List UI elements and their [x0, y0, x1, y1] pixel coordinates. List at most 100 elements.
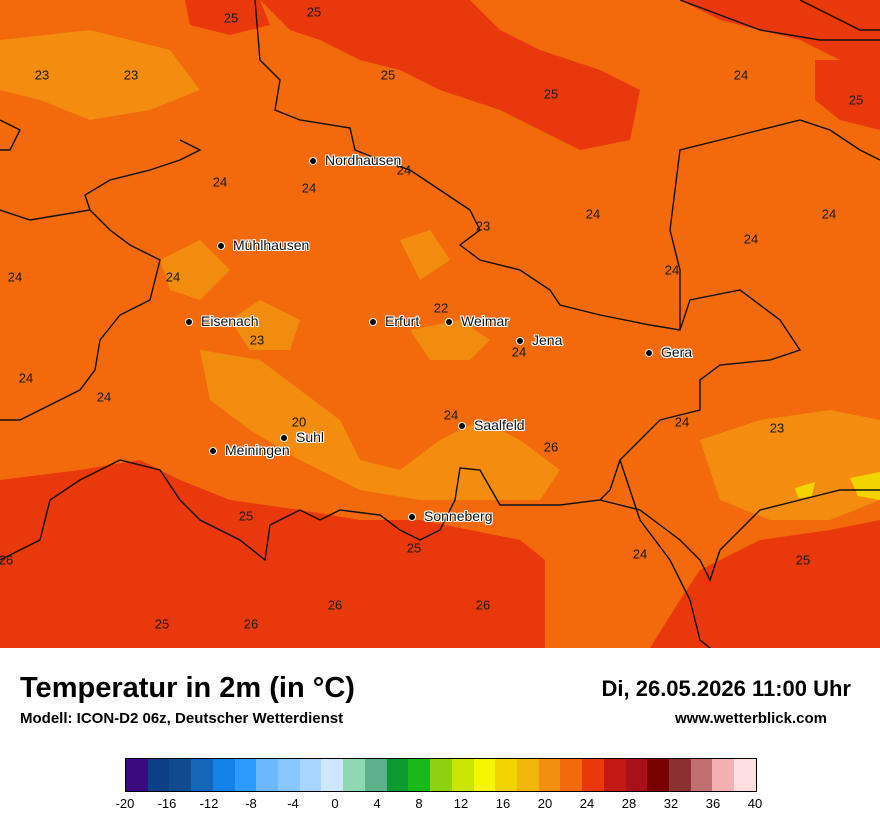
city-marker-gera — [645, 349, 653, 357]
city-marker-muehlhausen — [217, 242, 225, 250]
temp-value: 23 — [770, 421, 784, 436]
legend-tick-label: 16 — [496, 796, 510, 811]
city-marker-erfurt — [369, 318, 377, 326]
legend-swatch — [647, 759, 669, 791]
legend-swatch — [669, 759, 691, 791]
forecast-datetime: Di, 26.05.2026 11:00 Uhr — [602, 676, 852, 702]
temp-value: 25 — [307, 5, 321, 20]
temp-value: 24 — [586, 207, 600, 222]
map-canvas — [0, 0, 880, 648]
temp-value: 26 — [476, 598, 490, 613]
city-marker-sonneberg — [408, 513, 416, 521]
city-label-meiningen: Meiningen — [225, 442, 290, 458]
legend-swatch — [343, 759, 365, 791]
legend-tick-label: 20 — [538, 796, 552, 811]
legend-tick-label: 40 — [748, 796, 762, 811]
temp-value: 20 — [292, 415, 306, 430]
city-marker-nordhausen — [309, 157, 317, 165]
temp-value: 25 — [381, 68, 395, 83]
temp-value: 22 — [434, 301, 448, 316]
temp-value: 24 — [822, 207, 836, 222]
temp-value: 26 — [0, 553, 13, 568]
legend-swatch — [430, 759, 452, 791]
temp-value: 24 — [8, 270, 22, 285]
temperature-map: 25 25 23 23 25 24 25 25 24 24 24 24 23 2… — [0, 0, 880, 648]
legend-swatch — [213, 759, 235, 791]
legend-swatch — [539, 759, 561, 791]
temp-value: 24 — [19, 371, 33, 386]
legend-swatch — [495, 759, 517, 791]
legend-tick-label: -12 — [200, 796, 219, 811]
legend-tick-label: 36 — [706, 796, 720, 811]
temp-value: 25 — [155, 617, 169, 632]
temp-value: 24 — [675, 415, 689, 430]
legend-tick-label: -16 — [158, 796, 177, 811]
city-label-suhl: Suhl — [296, 429, 324, 445]
legend-swatch — [365, 759, 387, 791]
city-marker-suhl — [280, 434, 288, 442]
temp-value: 24 — [444, 408, 458, 423]
legend-swatch — [408, 759, 430, 791]
city-label-weimar: Weimar — [461, 313, 509, 329]
temp-value: 24 — [734, 68, 748, 83]
legend-swatch — [691, 759, 713, 791]
city-label-eisenach: Eisenach — [201, 313, 259, 329]
legend-tick-label: -4 — [287, 796, 299, 811]
legend-tick-label: 4 — [373, 796, 380, 811]
legend-tick-label: 24 — [580, 796, 594, 811]
temp-value: 24 — [633, 547, 647, 562]
legend-swatch — [582, 759, 604, 791]
temp-value: 23 — [476, 219, 490, 234]
legend-swatch — [256, 759, 278, 791]
website-link[interactable]: www.wetterblick.com — [675, 710, 827, 727]
city-marker-eisenach — [185, 318, 193, 326]
map-title: Temperatur in 2m (in °C) — [20, 672, 355, 705]
legend-tick-label: -8 — [245, 796, 257, 811]
legend-swatch — [452, 759, 474, 791]
legend-swatch — [321, 759, 343, 791]
cool-zones — [0, 30, 880, 520]
city-marker-meiningen — [209, 447, 217, 455]
legend-swatch — [191, 759, 213, 791]
temp-value: 25 — [407, 541, 421, 556]
city-label-gera: Gera — [661, 344, 692, 360]
temp-value: 26 — [328, 598, 342, 613]
temp-value: 26 — [244, 617, 258, 632]
legend-tick-label: -20 — [116, 796, 135, 811]
legend-tick-label: 12 — [454, 796, 468, 811]
city-label-erfurt: Erfurt — [385, 313, 419, 329]
legend-swatch — [734, 759, 756, 791]
temp-value: 24 — [744, 232, 758, 247]
city-marker-weimar — [445, 318, 453, 326]
legend-swatch — [148, 759, 170, 791]
city-label-saalfeld: Saalfeld — [474, 417, 525, 433]
temp-value: 26 — [544, 440, 558, 455]
legend-swatch — [517, 759, 539, 791]
temp-value: 24 — [166, 270, 180, 285]
legend-swatch — [169, 759, 191, 791]
city-marker-jena — [516, 337, 524, 345]
temp-value: 25 — [224, 11, 238, 26]
temp-value: 25 — [239, 509, 253, 524]
legend-swatch — [235, 759, 257, 791]
temp-value: 24 — [213, 175, 227, 190]
legend-swatch — [126, 759, 148, 791]
color-scale-legend — [125, 758, 757, 792]
city-marker-saalfeld — [458, 422, 466, 430]
temp-value: 24 — [512, 345, 526, 360]
legend-swatch — [560, 759, 582, 791]
legend-swatch — [300, 759, 322, 791]
temp-value: 24 — [97, 390, 111, 405]
temp-value: 25 — [796, 553, 810, 568]
legend-tick-label: 0 — [331, 796, 338, 811]
temp-value: 24 — [302, 181, 316, 196]
temp-value: 24 — [665, 263, 679, 278]
legend-tick-label: 28 — [622, 796, 636, 811]
legend-swatch — [278, 759, 300, 791]
model-source: Modell: ICON-D2 06z, Deutscher Wetterdie… — [20, 710, 343, 727]
legend-swatch — [712, 759, 734, 791]
legend-tick-label: 8 — [415, 796, 422, 811]
temp-value: 25 — [849, 93, 863, 108]
city-label-nordhausen: Nordhausen — [325, 152, 401, 168]
temp-value: 23 — [124, 68, 138, 83]
